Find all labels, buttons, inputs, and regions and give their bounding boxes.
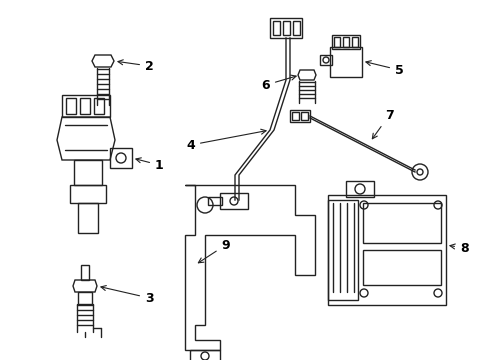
- Text: 9: 9: [198, 239, 230, 263]
- Bar: [293, 21, 300, 35]
- Bar: [81, 265, 89, 280]
- Bar: [78, 203, 98, 233]
- Bar: [343, 37, 349, 47]
- Bar: [328, 195, 446, 305]
- Bar: [330, 47, 362, 77]
- Text: 5: 5: [366, 61, 404, 77]
- Text: 6: 6: [261, 75, 296, 91]
- Bar: [292, 112, 299, 120]
- Bar: [334, 37, 340, 47]
- Bar: [110, 148, 132, 168]
- Bar: [363, 203, 441, 243]
- Bar: [363, 250, 441, 285]
- Bar: [94, 98, 104, 114]
- Bar: [332, 35, 360, 49]
- Bar: [78, 292, 92, 304]
- Bar: [208, 197, 222, 205]
- Text: 2: 2: [118, 59, 154, 72]
- Bar: [74, 160, 102, 185]
- Text: 4: 4: [186, 129, 266, 152]
- Bar: [290, 110, 310, 122]
- Bar: [283, 21, 290, 35]
- Bar: [190, 350, 220, 360]
- Bar: [346, 181, 374, 197]
- Bar: [320, 55, 332, 65]
- Bar: [352, 37, 358, 47]
- Bar: [301, 112, 308, 120]
- Bar: [62, 95, 110, 117]
- Bar: [70, 185, 106, 203]
- Bar: [270, 18, 302, 38]
- Text: 1: 1: [136, 158, 164, 171]
- Bar: [273, 21, 280, 35]
- Bar: [220, 193, 248, 209]
- Bar: [80, 98, 90, 114]
- Text: 8: 8: [450, 242, 468, 255]
- Text: 3: 3: [101, 285, 154, 305]
- Bar: [66, 98, 76, 114]
- Bar: [328, 200, 358, 300]
- Text: 7: 7: [372, 108, 394, 139]
